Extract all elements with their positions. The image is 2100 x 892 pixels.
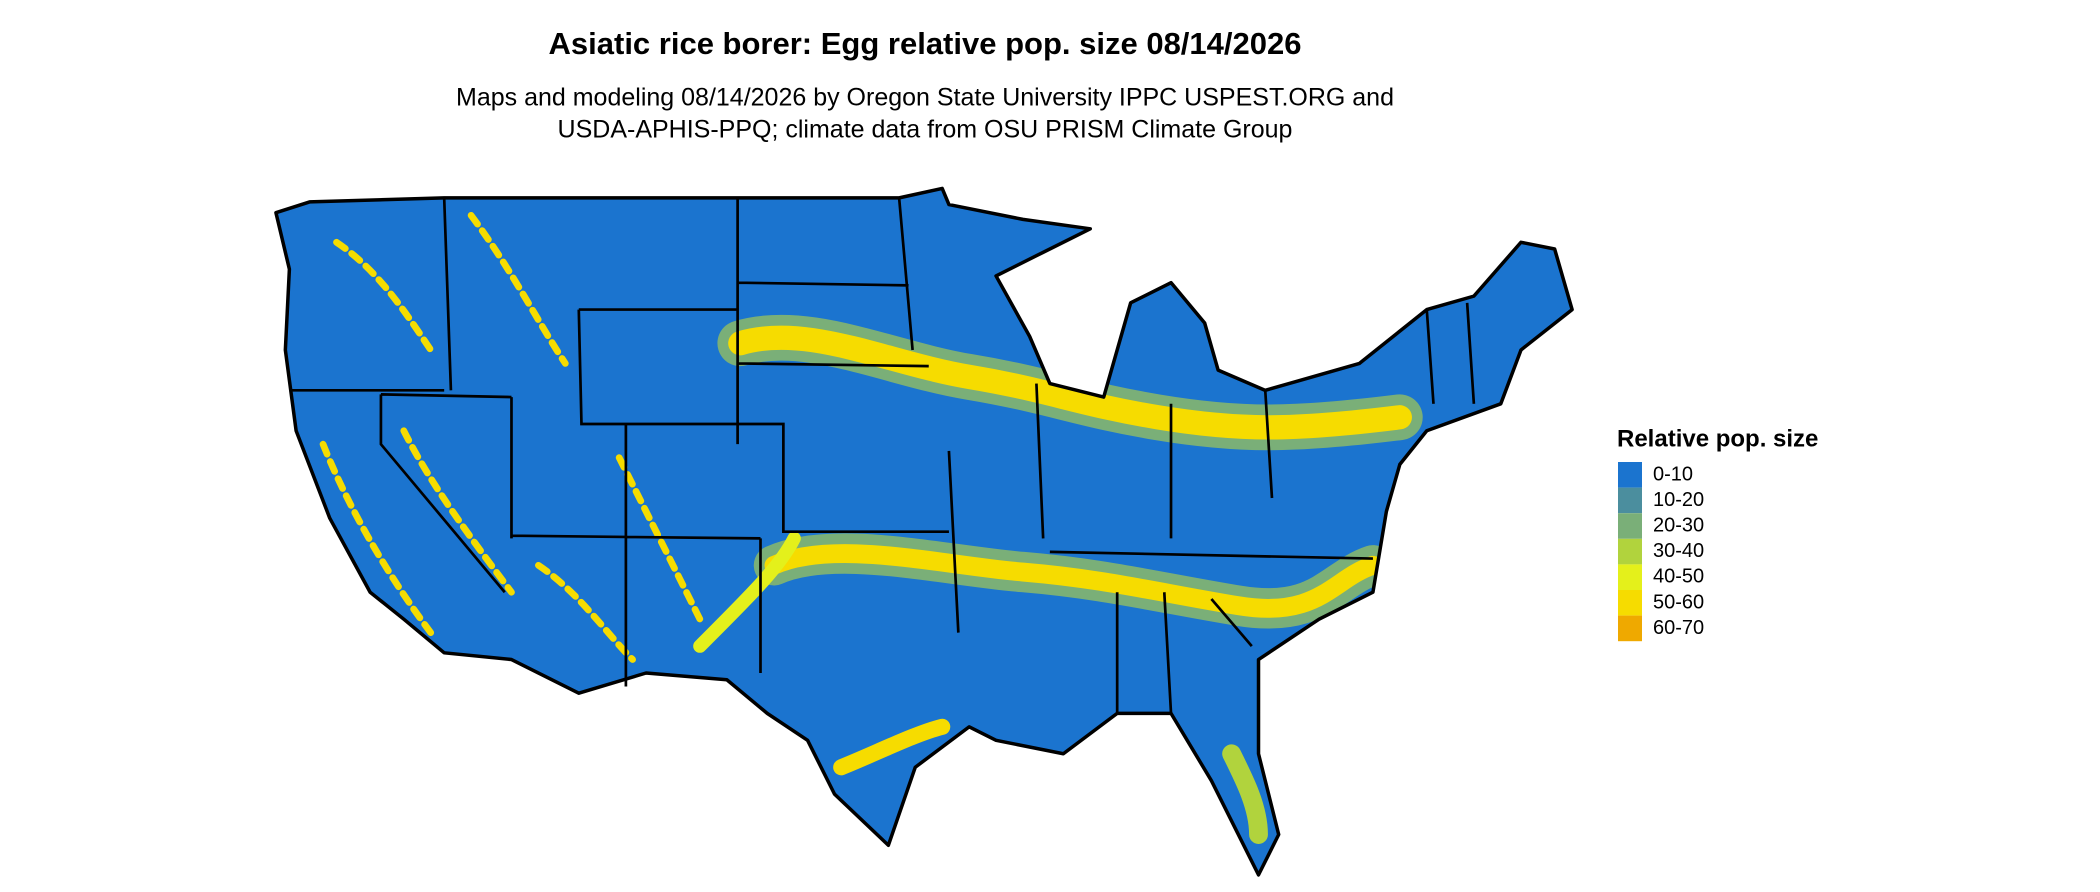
us-map xyxy=(274,186,1574,877)
legend-label: 0-10 xyxy=(1653,463,1693,485)
map-subtitle: USDA-APHIS-PPQ; climate data from OSU PR… xyxy=(558,116,1293,144)
legend: 0-10 10-20 20-30 30-40 40-50 50-60 60-70 xyxy=(1618,462,1704,642)
map-subtitle: Maps and modeling 08/14/2026 by Oregon S… xyxy=(456,84,1394,112)
pop-bands xyxy=(319,211,1423,844)
legend-label: 30-40 xyxy=(1653,540,1704,562)
state-lines xyxy=(289,197,1476,714)
band xyxy=(764,544,1383,618)
legend-swatch xyxy=(1618,615,1642,642)
band xyxy=(833,718,951,776)
band xyxy=(1222,744,1268,844)
legend-swatch xyxy=(1618,513,1642,539)
legend-swatch xyxy=(1618,538,1642,565)
legend-title: Relative pop. size xyxy=(1617,425,1818,452)
legend-label: 40-50 xyxy=(1653,566,1704,588)
band-speckle xyxy=(319,211,704,663)
legend-swatch xyxy=(1618,487,1642,514)
legend-swatch xyxy=(1618,462,1642,488)
legend-swatch xyxy=(1618,590,1642,616)
legend-label: 60-70 xyxy=(1653,617,1704,639)
map-title: Asiatic rice borer: Egg relative pop. si… xyxy=(549,26,1302,61)
legend-label: 10-20 xyxy=(1653,489,1704,511)
legend-label: 20-30 xyxy=(1653,514,1704,536)
legend-label: 50-60 xyxy=(1653,591,1704,613)
us-outline xyxy=(274,186,1574,877)
band xyxy=(728,325,1412,440)
band xyxy=(693,531,801,653)
legend-swatch xyxy=(1618,564,1642,590)
